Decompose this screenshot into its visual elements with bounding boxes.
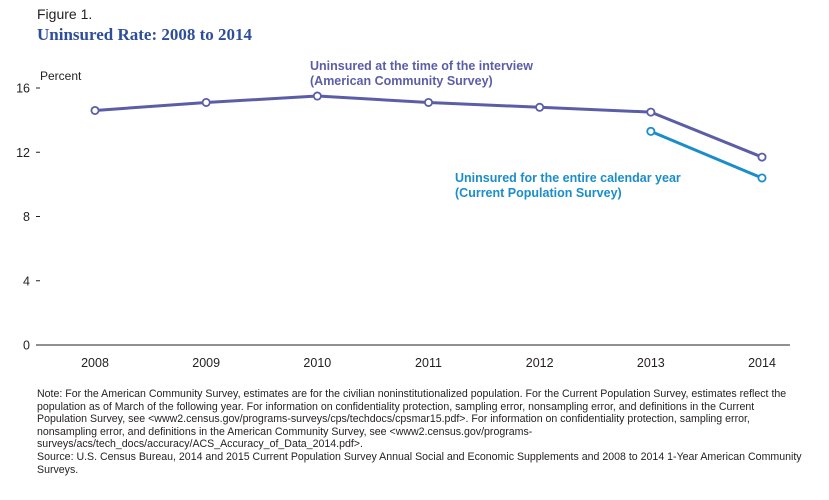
data-point <box>90 105 100 115</box>
line-chart: Percent 0 4 8 12 16 2008 2009 2010 2011 2012 2013… <box>16 59 790 370</box>
data-point <box>646 107 656 117</box>
data-point <box>535 102 545 112</box>
chart-title: Uninsured Rate: 2008 to 2014 <box>37 25 253 44</box>
x-tick-label: 2010 <box>303 356 331 370</box>
x-tick-label: 2008 <box>81 356 109 370</box>
chart-notes: Note: For the American Community Survey,… <box>37 388 807 476</box>
y-tick-label: 8 <box>23 210 30 224</box>
data-point <box>757 152 767 162</box>
source-text: Source: U.S. Census Bureau, 2014 and 201… <box>37 450 802 476</box>
figure-label: Figure 1. <box>37 6 93 22</box>
series-label: (American Community Survey) <box>310 74 493 88</box>
note-text: Note: For the American Community Survey,… <box>37 388 787 451</box>
data-point <box>646 126 656 136</box>
series-points <box>90 91 767 183</box>
y-axis-label: Percent <box>40 69 82 83</box>
series-label: Uninsured at the time of the interview <box>310 59 533 73</box>
series-label: (Current Population Survey) <box>455 186 622 200</box>
y-tick-label: 16 <box>16 82 30 96</box>
y-tick-label: 12 <box>16 146 30 160</box>
data-point <box>312 91 322 101</box>
series-label: Uninsured for the entire calendar year <box>455 171 681 185</box>
series-line-2 <box>649 129 764 180</box>
x-tick-label: 2012 <box>526 356 554 370</box>
y-tick-label: 4 <box>23 274 30 288</box>
y-tick-label: 0 <box>23 339 30 353</box>
series-annotations: Uninsured at the time of the interview(A… <box>310 59 681 200</box>
series-lines <box>93 94 764 180</box>
data-point <box>757 173 767 183</box>
data-point <box>423 97 433 107</box>
x-tick-label: 2014 <box>748 356 776 370</box>
x-tick-label: 2013 <box>637 356 665 370</box>
x-axis: 2008 2009 2010 2011 2012 2013 2014 <box>81 356 776 370</box>
data-point <box>201 97 211 107</box>
x-tick-label: 2011 <box>415 356 442 370</box>
y-axis: 0 4 8 12 16 <box>16 82 790 353</box>
x-tick-label: 2009 <box>192 356 220 370</box>
